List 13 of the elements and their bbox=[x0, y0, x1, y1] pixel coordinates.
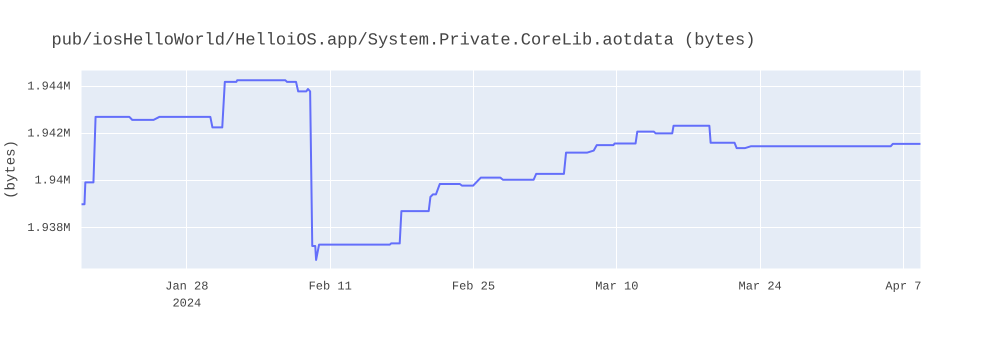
y-tick-label: 1.94M bbox=[34, 174, 71, 188]
x-tick-label: Feb 25 bbox=[452, 280, 496, 294]
y-axis-title: (bytes) bbox=[3, 140, 20, 199]
x-tick-label: Feb 11 bbox=[308, 280, 352, 294]
x-tick-label: Mar 24 bbox=[738, 280, 782, 294]
x-tick-label: Apr 7 bbox=[885, 280, 922, 294]
y-tick-label: 1.944M bbox=[27, 79, 71, 94]
x-tick-label: Jan 28 2024 bbox=[165, 280, 208, 310]
chart-title: pub/iosHelloWorld/HelloiOS.app/System.Private.CoreLib.aotdata (bytes) bbox=[52, 32, 756, 50]
line-series bbox=[82, 79, 920, 261]
y-tick-label: 1.942M bbox=[27, 126, 71, 141]
y-tick-label: 1.938M bbox=[27, 220, 71, 235]
x-tick-label: Mar 10 bbox=[595, 280, 638, 294]
